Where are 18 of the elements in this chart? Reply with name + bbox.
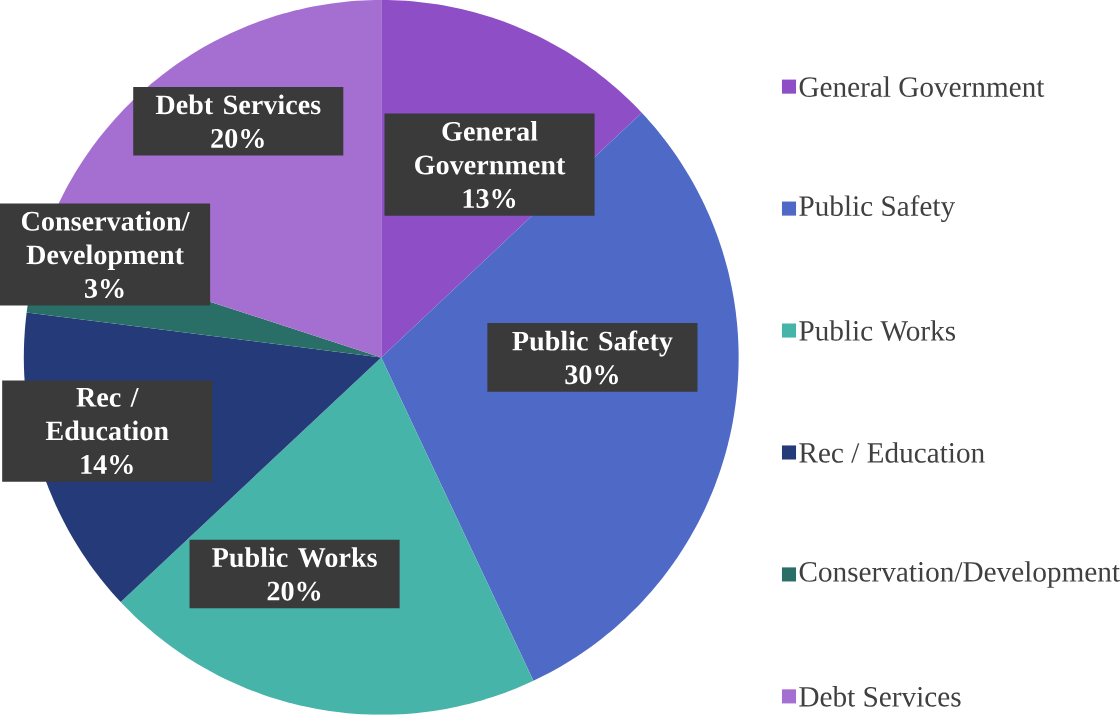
legend-label: Public Works <box>799 320 956 341</box>
legend-label: Public Safety <box>799 195 956 223</box>
legend-label: Conservation/Development <box>799 561 1120 588</box>
slice-label: Public Works <box>212 547 377 568</box>
legend-label: Rec / Education <box>799 442 985 463</box>
data-label: 20% <box>211 129 264 149</box>
data-label: 20% <box>267 581 321 601</box>
slice-label: Public Safety <box>512 330 673 357</box>
slice-label: General Government <box>415 121 566 175</box>
slice-label: Debt Services <box>155 94 321 115</box>
data-label: 30% <box>565 365 618 385</box>
data-label: 3% <box>84 279 124 299</box>
data-label: 13% <box>463 189 516 209</box>
slice-label: Rec / Education <box>45 388 169 441</box>
legend-label: Debt Services <box>799 686 961 707</box>
slice-label: Conservation/Development <box>21 211 190 271</box>
data-label: 14% <box>81 455 133 475</box>
legend-label: General Government <box>799 76 1045 98</box>
